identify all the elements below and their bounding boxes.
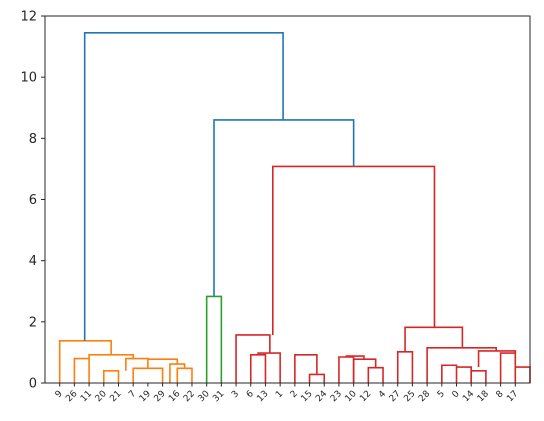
x-axis-leaf-labels: 9 26 11 20 21 7 19 29 16 22 30 31 3 6 13 1 2 15 24 23 10 12 4 2… — [54, 383, 520, 404]
leaf-label: 9 — [54, 389, 65, 400]
leaf-label: 11 — [79, 389, 94, 404]
leaf-label: 10 — [344, 389, 359, 404]
dendrogram-link-23 — [499, 352, 517, 383]
dendrogram-link-0 — [73, 357, 90, 383]
leaf-label: 28 — [417, 389, 432, 404]
leaf-label: 17 — [505, 389, 520, 404]
leaf-label: 30 — [197, 389, 212, 404]
y-tick-label: 12 — [20, 10, 37, 25]
leaf-label: 23 — [329, 389, 344, 404]
dendrogram-link-13 — [308, 373, 326, 383]
y-tick-label: 6 — [29, 193, 37, 208]
leaf-label: 4 — [377, 389, 388, 400]
dendrogram-link-16 — [367, 366, 384, 383]
leaf-label: 14 — [461, 389, 476, 404]
dendrogram-link-29 — [213, 119, 355, 297]
leaf-label: 21 — [108, 389, 123, 404]
leaf-label: 7 — [127, 389, 138, 400]
leaf-label: 18 — [476, 389, 491, 404]
leaf-label: 27 — [388, 389, 403, 404]
leaf-label: 6 — [245, 389, 256, 400]
leaf-label: 13 — [255, 389, 270, 404]
dendrogram-link-18 — [345, 355, 365, 360]
dendrogram-link-17 — [352, 358, 377, 383]
dendrogram-link-1 — [102, 369, 120, 383]
leaf-label: 31 — [211, 389, 226, 404]
leaf-label: 8 — [495, 389, 506, 400]
dendrogram-link-3 — [132, 367, 164, 383]
leaf-label: 19 — [138, 389, 153, 404]
leaf-label: 25 — [402, 389, 417, 404]
dendrogram-link-21 — [456, 366, 473, 383]
leaf-label: 0 — [451, 389, 462, 400]
dendrogram-link-12 — [235, 334, 271, 383]
y-tick-label: 2 — [29, 315, 37, 330]
dendrogram-link-24 — [514, 366, 531, 383]
leaf-label: 12 — [358, 389, 373, 404]
dendrogram-link-20 — [441, 364, 458, 383]
leaf-label: 20 — [94, 389, 109, 404]
leaf-label: 26 — [64, 389, 79, 404]
dendrogram-link-10 — [249, 354, 267, 383]
leaf-label: 15 — [299, 389, 314, 404]
dendrogram-link-11 — [257, 352, 281, 383]
dendrogram-link-6 — [147, 358, 179, 365]
y-tick-label: 0 — [29, 377, 37, 392]
leaf-label: 3 — [230, 389, 241, 400]
leaf-label: 1 — [274, 389, 285, 400]
leaf-label: 2 — [289, 389, 300, 400]
dendrogram-link-14 — [294, 354, 318, 383]
y-tick-label: 4 — [29, 254, 37, 269]
leaf-label: 16 — [167, 389, 182, 404]
dendrogram-link-22 — [470, 369, 487, 383]
dendrogram-link-28 — [272, 165, 436, 335]
dendrogram-link-2 — [125, 357, 149, 371]
dendrogram-link-4 — [176, 367, 193, 383]
y-tick-label: 10 — [20, 71, 37, 86]
leaf-label: 22 — [182, 389, 197, 404]
leaf-label: 29 — [153, 389, 168, 404]
dendrogram-link-9 — [205, 295, 223, 383]
y-tick-label: 8 — [29, 132, 37, 147]
leaf-label: 5 — [436, 389, 447, 400]
dendrogram-link-30 — [83, 32, 284, 341]
dendrogram-links — [58, 32, 531, 383]
plot-frame — [44, 15, 531, 384]
y-axis-ticks: 0 2 4 6 8 10 12 — [20, 10, 45, 392]
dendrogram-link-19 — [396, 351, 414, 383]
dendrogram-link-15 — [338, 356, 355, 383]
leaf-label: 24 — [314, 389, 329, 404]
